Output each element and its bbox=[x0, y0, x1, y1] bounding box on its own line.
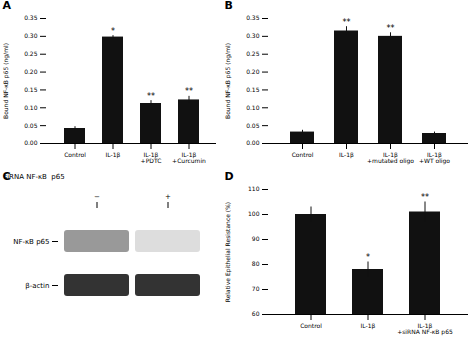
svg-text:Control: Control bbox=[64, 151, 86, 158]
svg-text:0.35: 0.35 bbox=[24, 14, 38, 21]
svg-text:D: D bbox=[225, 171, 234, 183]
svg-text:0.20: 0.20 bbox=[246, 68, 260, 75]
svg-text:NF-κB p65: NF-κB p65 bbox=[13, 238, 49, 246]
svg-text:**: ** bbox=[343, 18, 351, 27]
svg-text:IL-1β+Curcumin: IL-1β+Curcumin bbox=[172, 151, 206, 164]
svg-text:IL-1β+WT oligo: IL-1β+WT oligo bbox=[419, 151, 450, 165]
svg-text:80: 80 bbox=[252, 260, 260, 267]
svg-text:0.15: 0.15 bbox=[24, 86, 38, 93]
svg-text:70: 70 bbox=[252, 285, 260, 292]
svg-text:**: ** bbox=[185, 87, 193, 96]
svg-text:+: + bbox=[165, 193, 171, 201]
svg-text:IL-1β+mutated oligo: IL-1β+mutated oligo bbox=[367, 151, 414, 165]
svg-text:IL-1β: IL-1β bbox=[339, 151, 354, 159]
svg-text:C: C bbox=[3, 171, 11, 183]
svg-text:B: B bbox=[225, 0, 233, 12]
svg-text:0.10: 0.10 bbox=[246, 104, 260, 111]
svg-text:0.10: 0.10 bbox=[24, 104, 38, 111]
svg-text:IL-1β+PDTC: IL-1β+PDTC bbox=[141, 151, 162, 164]
svg-text:Bound NF-κB p65 (ng/ml): Bound NF-κB p65 (ng/ml) bbox=[2, 43, 10, 119]
svg-text:IL-1β: IL-1β bbox=[361, 322, 376, 330]
svg-text:Bound NF-κB p65 (ng/ml): Bound NF-κB p65 (ng/ml) bbox=[224, 43, 232, 119]
svg-text:100: 100 bbox=[248, 210, 260, 217]
svg-text:**: ** bbox=[421, 193, 429, 202]
svg-text:A: A bbox=[3, 0, 12, 12]
svg-text:siRNA NF-κB p65: siRNA NF-κB p65 bbox=[4, 173, 65, 181]
svg-text:0.20: 0.20 bbox=[24, 68, 38, 75]
svg-text:0.00: 0.00 bbox=[246, 139, 260, 146]
svg-text:IL-1β+siRNA NF-κB p65: IL-1β+siRNA NF-κB p65 bbox=[397, 322, 453, 336]
svg-text:**: ** bbox=[147, 92, 155, 101]
svg-text:Control: Control bbox=[292, 151, 314, 158]
svg-text:0.05: 0.05 bbox=[24, 122, 38, 129]
svg-text:90: 90 bbox=[252, 235, 260, 242]
svg-text:0.05: 0.05 bbox=[246, 122, 260, 129]
svg-text:0.15: 0.15 bbox=[246, 86, 260, 93]
svg-text:0.30: 0.30 bbox=[24, 32, 38, 39]
svg-text:0.35: 0.35 bbox=[246, 14, 260, 21]
svg-text:Control: Control bbox=[300, 322, 322, 329]
svg-text:60: 60 bbox=[252, 310, 260, 317]
svg-text:IL-1β: IL-1β bbox=[106, 151, 121, 159]
svg-text:0.30: 0.30 bbox=[246, 32, 260, 39]
svg-text:110: 110 bbox=[248, 185, 260, 192]
svg-text:**: ** bbox=[387, 24, 395, 33]
svg-text:0.25: 0.25 bbox=[24, 50, 38, 57]
svg-text:*: * bbox=[111, 27, 115, 36]
svg-text:0.25: 0.25 bbox=[246, 50, 260, 57]
svg-text:0.00: 0.00 bbox=[24, 139, 38, 146]
svg-text:−: − bbox=[94, 193, 100, 201]
svg-text:Relative Epithelial Resistance: Relative Epithelial Resistance (%) bbox=[224, 202, 232, 302]
svg-text:β-actin: β-actin bbox=[25, 282, 49, 290]
svg-text:*: * bbox=[366, 253, 370, 262]
